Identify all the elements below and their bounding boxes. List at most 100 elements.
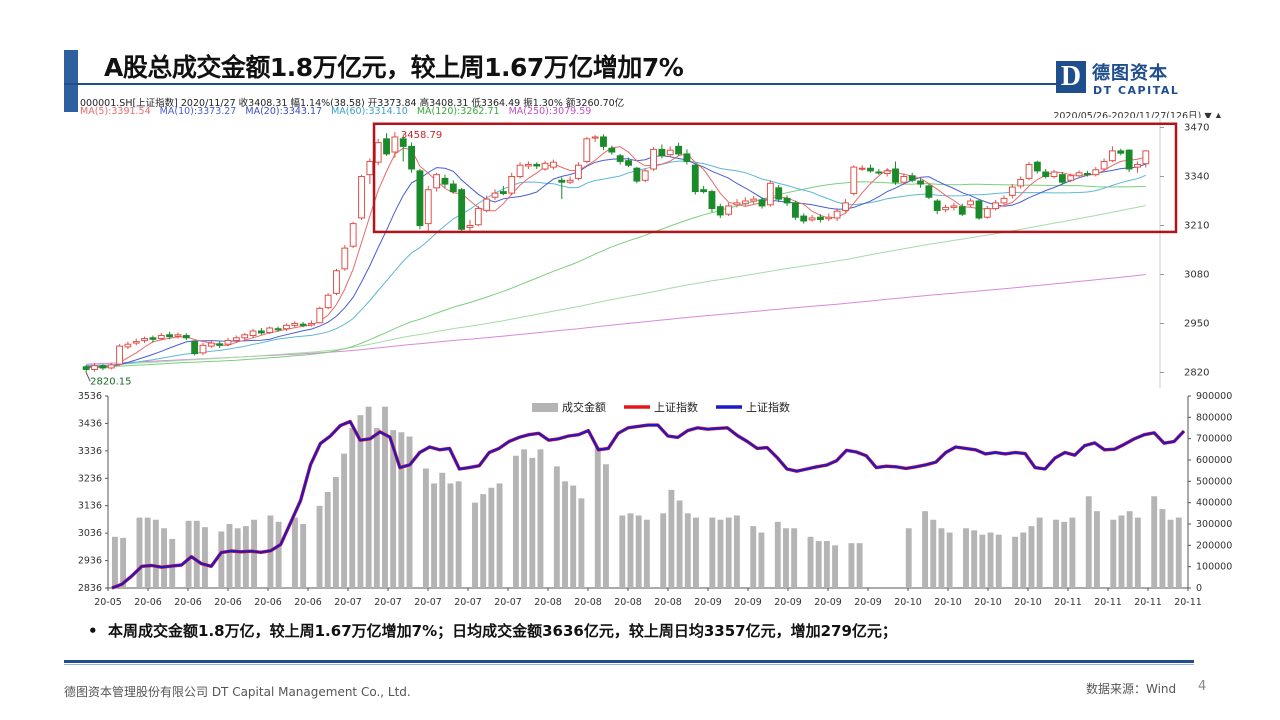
candle-body [149, 337, 157, 340]
title-accent-bar [64, 50, 78, 112]
candle [550, 159, 557, 170]
turnover-bar [218, 531, 225, 588]
candle [641, 168, 649, 183]
turnover-bar [251, 519, 258, 588]
x-tick-label: 20-11 [1134, 597, 1162, 608]
candle-body [416, 170, 424, 227]
candle-body [900, 176, 908, 183]
scroll-up-icon[interactable]: ▲ [1214, 111, 1222, 122]
kline-low-pointer [85, 372, 91, 382]
candle [408, 142, 415, 173]
candle-body [892, 168, 899, 183]
candle [1084, 170, 1091, 177]
candle-body [333, 270, 340, 294]
kline-y-tick-label: 2820 [1184, 367, 1209, 378]
candle [825, 213, 833, 221]
turnover-bar [365, 406, 372, 588]
turnover-bar [684, 513, 691, 588]
candle-body [708, 191, 716, 210]
candle-body [283, 324, 290, 330]
turnover-bar [455, 481, 462, 588]
candle [975, 199, 983, 220]
turnover-bar [439, 472, 446, 588]
candle-body [1125, 149, 1133, 170]
turnover-bar [856, 543, 863, 588]
candle [992, 199, 1000, 211]
turnover-bar [995, 534, 1002, 588]
candle-body [524, 163, 532, 167]
candle [241, 332, 249, 341]
candle [249, 328, 257, 338]
turnover-bar [357, 415, 364, 588]
candle [1042, 168, 1050, 179]
turnover-bar [406, 436, 413, 588]
turnover-bar [242, 526, 249, 588]
candle [608, 145, 616, 155]
candle-body [249, 330, 257, 337]
candle-body [449, 183, 457, 193]
turnover-chart: 2836 2936 3036 3136 3236 3336 3436 3536 0 100000 2… [60, 388, 1250, 610]
candle [341, 245, 349, 271]
right-tick-label: 800000 [1196, 412, 1232, 423]
candle [524, 161, 532, 169]
dropdown-arrow-icon[interactable]: ▼ [1204, 111, 1212, 122]
turnover-bar [349, 428, 356, 588]
candle [833, 208, 841, 221]
x-tick-label: 20-07 [334, 597, 362, 608]
candle-body [266, 327, 274, 334]
ma120-line [86, 205, 1146, 367]
candle [758, 197, 766, 209]
turnover-bar [373, 428, 380, 588]
turnover-bar [971, 530, 978, 588]
turnover-bar [594, 447, 601, 588]
turnover-bar [161, 528, 167, 588]
candle [283, 323, 290, 332]
x-tick-label: 20-07 [454, 597, 482, 608]
candle [633, 166, 641, 184]
ma20-label: MA(20):3343.17 [245, 106, 323, 117]
candle-body [166, 334, 174, 338]
candle [199, 343, 207, 356]
candle [299, 321, 307, 328]
candle [191, 340, 199, 356]
candle-body [942, 206, 949, 211]
title-divider [64, 83, 1058, 85]
logo-name-cn: 德图资本 [1092, 63, 1168, 84]
candle-body [157, 335, 165, 340]
candle [232, 335, 240, 344]
candle [700, 185, 708, 194]
turnover-bar [512, 455, 519, 588]
candle-body [967, 200, 975, 206]
candle-body [199, 344, 207, 354]
summary-text: 本周成交金额1.8万亿，较上周1.67万亿增加7%；日均成交金额3636亿元，较… [108, 622, 897, 640]
candle-body [550, 161, 557, 168]
candle [1058, 172, 1066, 185]
candle [1025, 162, 1033, 181]
candle-body [1142, 150, 1150, 165]
candle [374, 138, 382, 166]
candle-body [1042, 171, 1050, 178]
left-tick-label: 3036 [78, 528, 102, 539]
ma10-label: MA(10):3373.27 [159, 106, 237, 117]
turnover-bar [185, 520, 192, 588]
turnover-bar [1012, 536, 1019, 588]
candle-body [1000, 197, 1008, 204]
date-range-selector[interactable]: 2020/05/26-2020/11/27(126日) ▼ ▲ [1053, 108, 1222, 122]
candle [166, 331, 174, 340]
turnover-bar [488, 487, 495, 588]
candle [800, 213, 808, 224]
candle-body [825, 216, 833, 220]
turnover-bar [807, 536, 814, 588]
candle-body [591, 136, 599, 139]
candle [817, 214, 824, 223]
x-tick-label: 20-09 [814, 597, 842, 608]
candle-body [391, 136, 399, 153]
candle-body [600, 136, 607, 147]
turnover-bar [815, 541, 822, 588]
candle-body [232, 337, 240, 341]
candle-body [791, 202, 799, 218]
candle [558, 177, 566, 200]
x-tick-label: 20-05 [94, 597, 122, 608]
kline-y-tick-label: 3210 [1184, 221, 1209, 232]
turnover-bar [1159, 509, 1166, 588]
